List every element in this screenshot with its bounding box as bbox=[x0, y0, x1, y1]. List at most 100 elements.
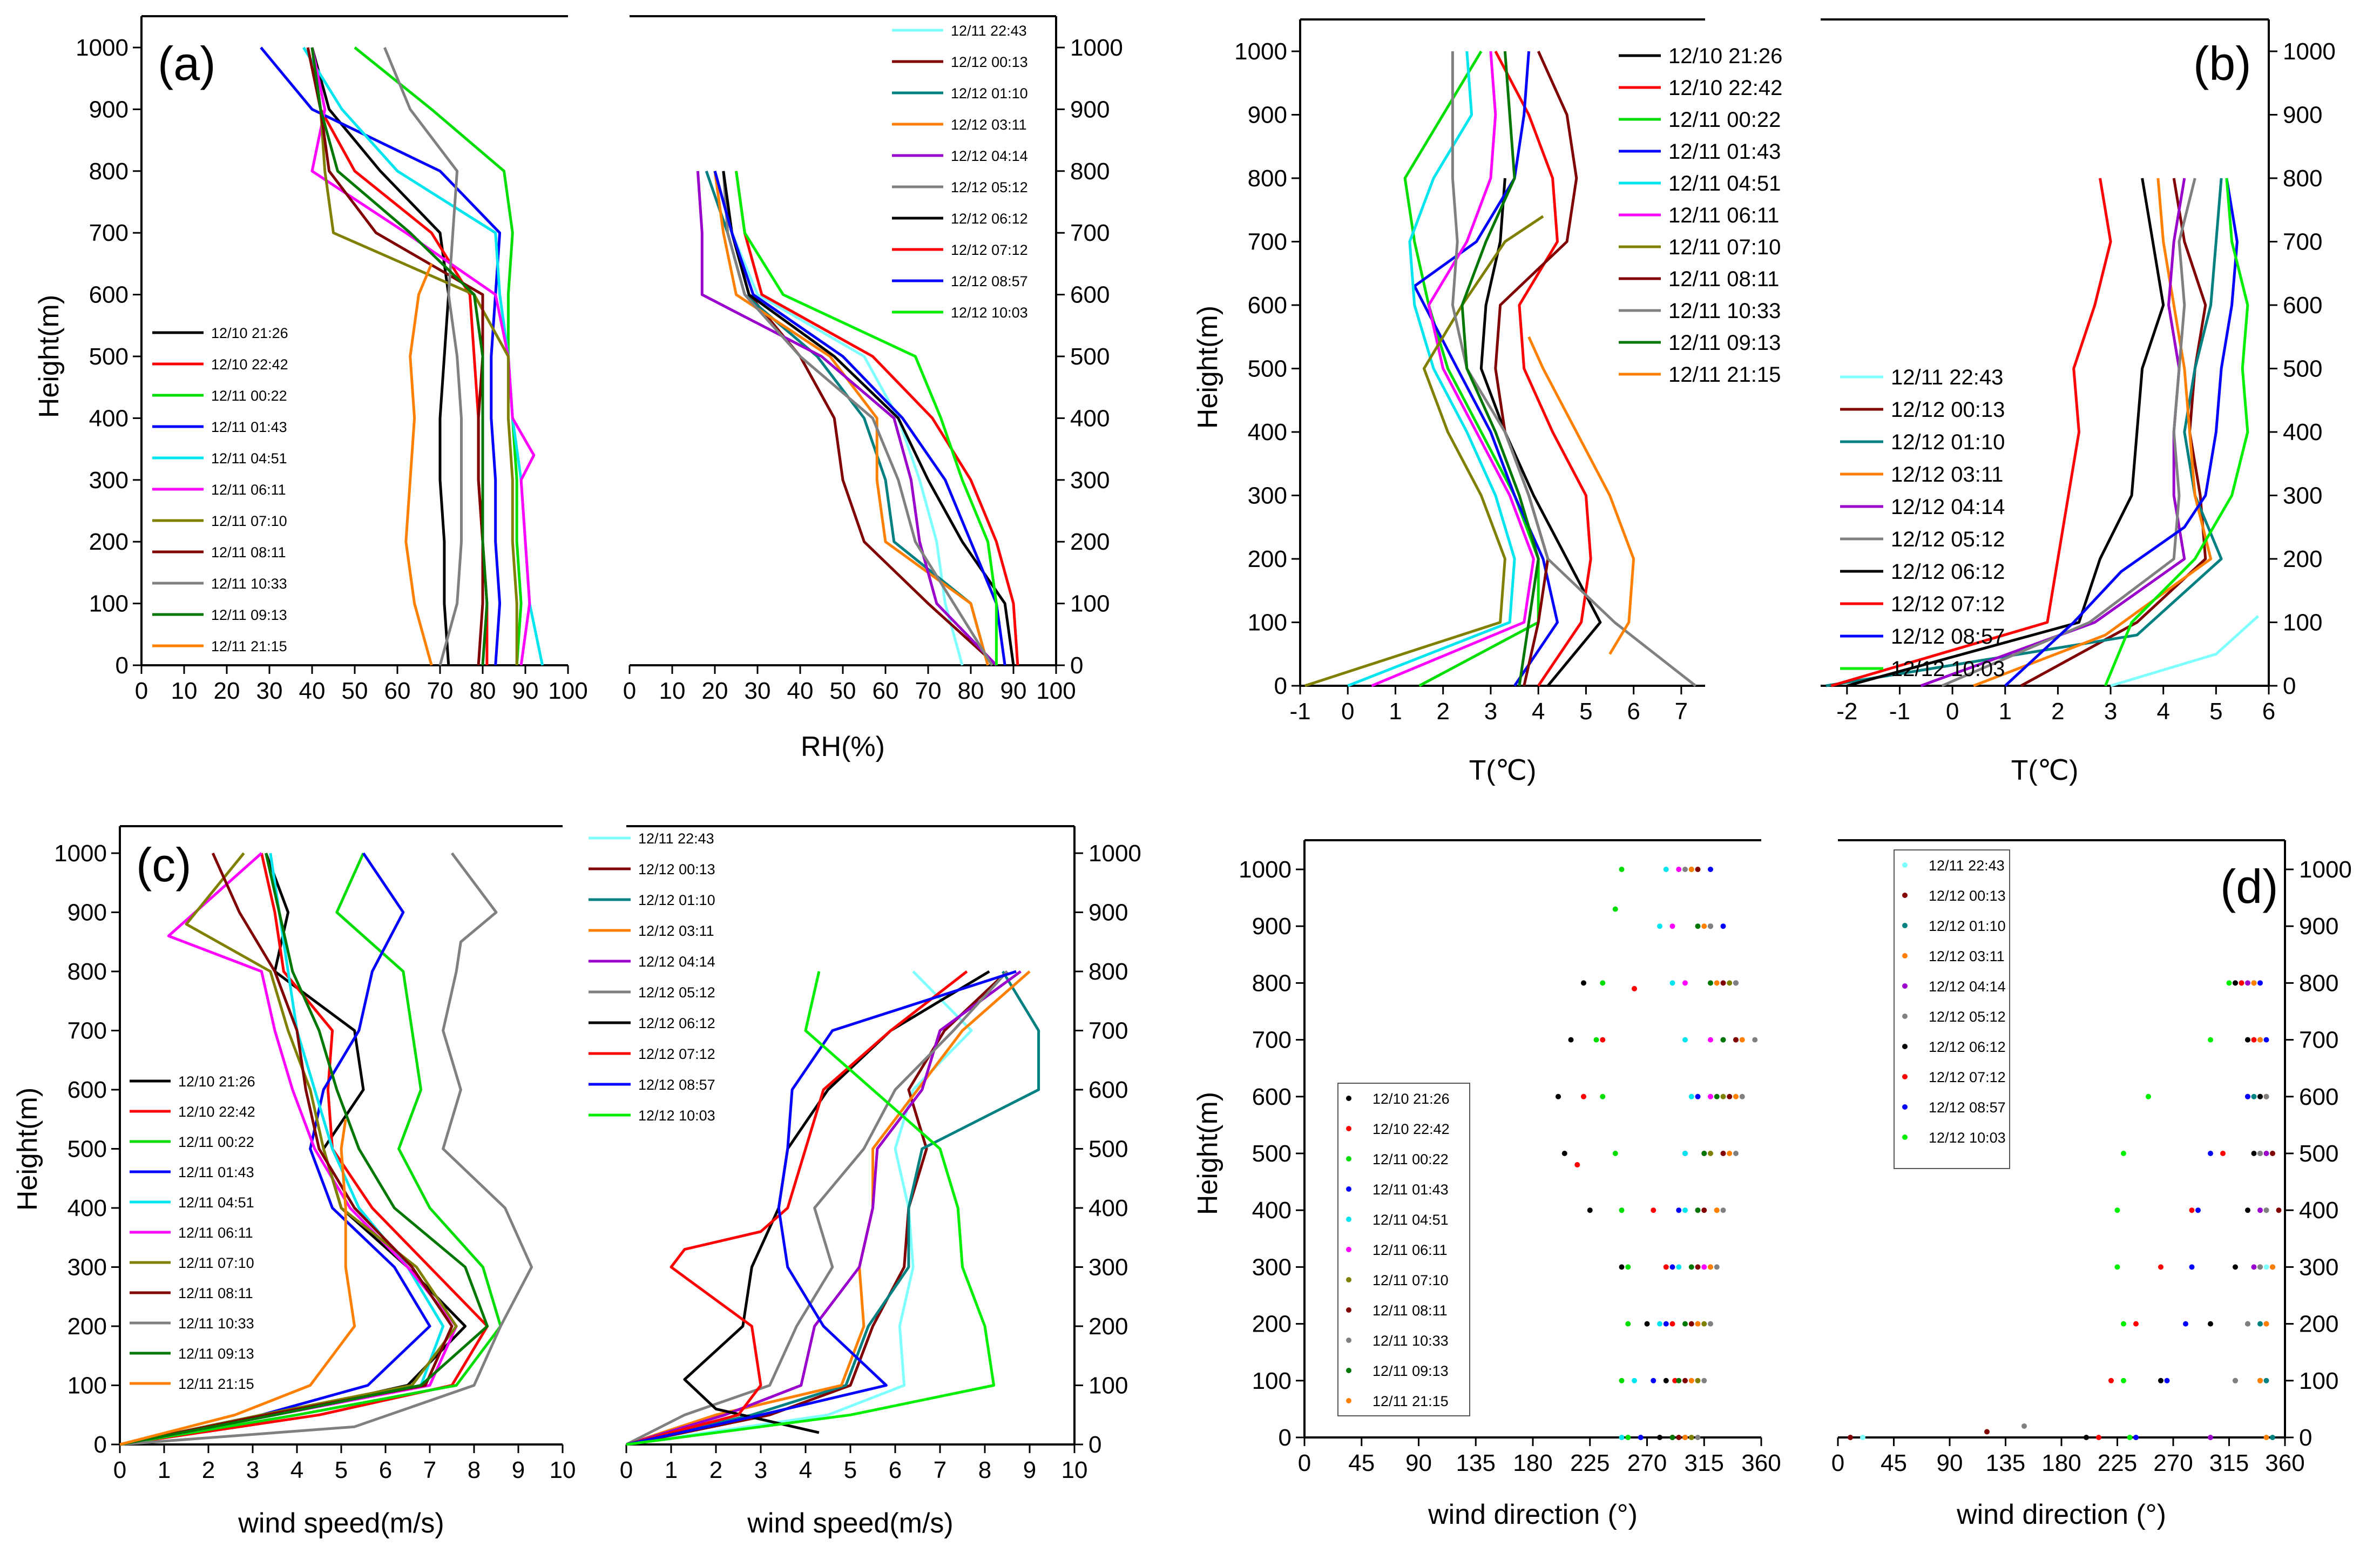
data-point bbox=[1561, 1151, 1567, 1156]
x-tick-label: 6 bbox=[379, 1457, 392, 1483]
legend-swatch bbox=[1902, 923, 1908, 928]
legend-label: 12/11 07:10 bbox=[211, 513, 287, 529]
x-tick-label: 4 bbox=[290, 1457, 303, 1483]
series-line bbox=[2110, 615, 2260, 687]
legend-label: 12/11 06:11 bbox=[1668, 204, 1779, 227]
data-point bbox=[1682, 1207, 1688, 1213]
data-point bbox=[1619, 1207, 1625, 1213]
data-point bbox=[2257, 1207, 2263, 1213]
data-point bbox=[1695, 1321, 1701, 1327]
data-point bbox=[1733, 980, 1739, 986]
y-tick-label: 0 bbox=[1070, 652, 1083, 679]
data-point bbox=[2245, 1037, 2250, 1043]
x-tick-label: 90 bbox=[1937, 1450, 1963, 1476]
data-point bbox=[1657, 1435, 1662, 1440]
x-tick-label: 5 bbox=[2209, 698, 2222, 725]
data-point bbox=[1708, 1321, 1713, 1327]
x-tick-label: 6 bbox=[889, 1457, 902, 1483]
y-tick-label: 100 bbox=[2299, 1368, 2338, 1394]
data-point bbox=[2146, 1093, 2151, 1099]
y-tick-label: 500 bbox=[2299, 1140, 2338, 1167]
x-tick-label: 8 bbox=[978, 1457, 991, 1483]
legend-label: 12/10 22:42 bbox=[1372, 1121, 1450, 1137]
data-point bbox=[2245, 980, 2250, 986]
x-tick-label: 10 bbox=[550, 1457, 576, 1483]
legend-label: 12/11 21:15 bbox=[178, 1376, 254, 1392]
legend-label: 12/12 04:14 bbox=[1891, 495, 2005, 519]
data-point bbox=[2164, 1378, 2170, 1383]
series-line bbox=[1304, 215, 1544, 687]
data-point bbox=[1708, 923, 1713, 929]
data-point bbox=[2108, 1378, 2114, 1383]
y-axis-title: Height(m) bbox=[1192, 306, 1223, 429]
legend-label: 12/11 01:43 bbox=[178, 1164, 254, 1180]
data-point bbox=[2220, 1151, 2226, 1156]
x-tick-label: 180 bbox=[1513, 1450, 1552, 1476]
legend-label: 12/10 21:26 bbox=[1372, 1091, 1450, 1107]
data-point bbox=[2270, 1151, 2275, 1156]
y-tick-label: 800 bbox=[67, 958, 107, 985]
x-tick-label: 0 bbox=[620, 1457, 633, 1483]
x-tick-label: 5 bbox=[1579, 698, 1592, 725]
series-line bbox=[2104, 178, 2249, 686]
data-point bbox=[2195, 1207, 2201, 1213]
data-point bbox=[1733, 1093, 1739, 1099]
legend-label: 12/11 07:10 bbox=[178, 1255, 254, 1271]
legend-swatch bbox=[1902, 1074, 1908, 1079]
y-tick-label: 600 bbox=[1070, 282, 1110, 308]
legend-label: 12/11 22:43 bbox=[1929, 857, 2005, 874]
data-point bbox=[1612, 906, 1618, 912]
legend-label: 12/11 06:11 bbox=[211, 482, 286, 498]
y-axis-title: Height(m) bbox=[12, 1088, 43, 1211]
series-line bbox=[696, 171, 998, 666]
y-tick-label: 100 bbox=[67, 1373, 107, 1399]
data-point bbox=[2257, 1321, 2263, 1327]
data-point bbox=[2183, 1321, 2188, 1327]
y-tick-label: 600 bbox=[89, 282, 129, 308]
legend-label: 12/12 00:13 bbox=[951, 54, 1028, 70]
legend-label: 12/12 03:11 bbox=[1929, 948, 2005, 964]
legend-label: 12/10 22:42 bbox=[1668, 76, 1782, 100]
data-point bbox=[1672, 1378, 1678, 1383]
data-point bbox=[1651, 1207, 1656, 1213]
x-tick-label: 360 bbox=[2265, 1450, 2304, 1476]
data-point bbox=[1701, 1264, 1707, 1270]
series-line bbox=[310, 47, 450, 666]
y-tick-label: 0 bbox=[2299, 1424, 2312, 1451]
x-tick-label: 5 bbox=[844, 1457, 857, 1483]
data-point bbox=[2263, 1207, 2269, 1213]
data-point bbox=[1657, 923, 1662, 929]
y-tick-label: 600 bbox=[1088, 1077, 1128, 1103]
data-point bbox=[2208, 1151, 2213, 1156]
legend-swatch bbox=[1346, 1156, 1351, 1162]
legend-label: 12/12 06:12 bbox=[951, 211, 1028, 227]
y-tick-label: 200 bbox=[1248, 546, 1287, 572]
data-point bbox=[1676, 867, 1682, 872]
legend-label: 12/11 09:13 bbox=[178, 1346, 254, 1362]
legend-label: 12/12 05:12 bbox=[951, 179, 1028, 195]
x-axis-title: wind direction (°) bbox=[1428, 1499, 1638, 1530]
x-tick-label: 1 bbox=[665, 1457, 678, 1483]
x-tick-label: 135 bbox=[1986, 1450, 2025, 1476]
legend-swatch bbox=[1902, 1014, 1908, 1019]
data-point bbox=[1695, 1264, 1701, 1270]
y-tick-label: 1000 bbox=[1239, 856, 1292, 883]
legend-label: 12/12 07:12 bbox=[951, 242, 1028, 258]
data-point bbox=[2158, 1378, 2163, 1383]
data-point bbox=[1625, 1435, 1631, 1440]
data-point bbox=[2133, 1321, 2139, 1327]
x-tick-label: 20 bbox=[214, 678, 240, 704]
series-line bbox=[354, 46, 523, 666]
series-line bbox=[626, 971, 996, 1446]
data-point bbox=[1600, 980, 1606, 986]
data-point bbox=[2121, 1321, 2126, 1327]
legend-label: 12/10 21:26 bbox=[178, 1073, 255, 1090]
y-tick-label: 300 bbox=[67, 1254, 107, 1281]
x-tick-label: 90 bbox=[1405, 1450, 1432, 1476]
data-point bbox=[1695, 923, 1701, 929]
x-tick-label: 315 bbox=[1685, 1450, 1724, 1476]
data-point bbox=[2257, 1151, 2263, 1156]
x-axis-title: wind speed(m/s) bbox=[238, 1508, 444, 1539]
x-tick-label: 0 bbox=[135, 678, 148, 704]
y-tick-label: 300 bbox=[1088, 1254, 1128, 1281]
